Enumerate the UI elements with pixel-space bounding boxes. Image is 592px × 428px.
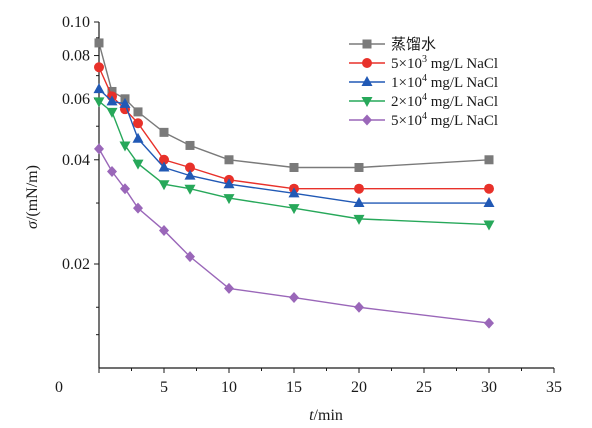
data-point bbox=[185, 162, 195, 173]
series-1 bbox=[94, 38, 494, 172]
data-point bbox=[93, 83, 105, 94]
legend-label: 5×104 mg/L NaCl bbox=[391, 111, 498, 129]
legend-label: 5×103 mg/L NaCl bbox=[391, 54, 498, 72]
data-point bbox=[484, 183, 494, 194]
data-point bbox=[133, 107, 143, 117]
x-tick-label: 20 bbox=[351, 379, 367, 396]
data-point bbox=[93, 97, 105, 108]
data-point bbox=[484, 155, 494, 165]
data-point bbox=[484, 317, 494, 329]
legend-item: 5×103 mg/L NaCl bbox=[349, 54, 498, 72]
data-point bbox=[107, 165, 117, 177]
data-point bbox=[159, 127, 169, 137]
data-point bbox=[159, 224, 169, 236]
x-tick-label: 30 bbox=[481, 379, 497, 396]
data-point bbox=[119, 97, 131, 108]
x-tick-label: 0 bbox=[55, 379, 63, 396]
legend-label: 蒸馏水 bbox=[391, 36, 436, 53]
series-line bbox=[98, 42, 490, 169]
data-point bbox=[133, 118, 143, 129]
legend-item: 2×104 mg/L NaCl bbox=[349, 92, 498, 110]
data-point bbox=[288, 187, 300, 198]
data-point bbox=[94, 38, 104, 48]
data-point bbox=[288, 204, 300, 215]
data-point bbox=[133, 202, 143, 214]
data-point bbox=[184, 184, 196, 195]
y-tick-label: 0.04 bbox=[62, 152, 90, 169]
legend-item: 1×104 mg/L NaCl bbox=[349, 73, 498, 91]
y-tick-label: 0.06 bbox=[62, 91, 90, 108]
data-point bbox=[94, 62, 104, 73]
data-point bbox=[119, 141, 131, 152]
data-point bbox=[224, 155, 234, 165]
data-point bbox=[158, 161, 170, 172]
data-point bbox=[223, 178, 235, 189]
y-axis-label: σ/(mN/m) bbox=[24, 165, 41, 229]
legend-label: 1×104 mg/L NaCl bbox=[391, 73, 498, 91]
data-point bbox=[94, 143, 104, 155]
y-tick-label: 0.08 bbox=[62, 48, 90, 65]
data-point bbox=[184, 169, 196, 180]
x-tick-label: 10 bbox=[221, 379, 237, 396]
legend-marker bbox=[362, 39, 372, 49]
y-tick-label: 0.10 bbox=[62, 14, 90, 31]
series-4 bbox=[93, 97, 495, 231]
data-point bbox=[353, 214, 365, 225]
data-point bbox=[106, 107, 118, 118]
x-tick-label: 25 bbox=[416, 379, 432, 396]
data-point bbox=[354, 183, 364, 194]
data-point bbox=[185, 251, 195, 263]
data-point bbox=[223, 194, 235, 205]
legend-label: 2×104 mg/L NaCl bbox=[391, 92, 498, 110]
x-tick-label: 35 bbox=[546, 379, 562, 396]
series-layer bbox=[93, 38, 495, 329]
x-tick-label: 5 bbox=[160, 379, 168, 396]
data-point bbox=[483, 197, 495, 208]
legend-marker bbox=[361, 76, 373, 86]
data-point bbox=[289, 162, 299, 172]
axes: 0 5 10 15 20 25 30 35 0.02 0.04 0.06 0.08 0.10 bbox=[55, 14, 562, 396]
series-line bbox=[98, 148, 490, 324]
data-point bbox=[159, 154, 169, 165]
data-point bbox=[353, 197, 365, 208]
series-5 bbox=[94, 143, 494, 329]
x-tick-label: 15 bbox=[286, 379, 302, 396]
data-point bbox=[289, 292, 299, 304]
series-line bbox=[98, 88, 489, 204]
data-point bbox=[185, 140, 195, 150]
data-point bbox=[354, 301, 364, 313]
data-point bbox=[120, 183, 130, 195]
data-point bbox=[132, 132, 144, 143]
legend-item: 5×104 mg/L NaCl bbox=[349, 111, 498, 129]
series-3 bbox=[93, 83, 495, 208]
data-point bbox=[354, 162, 364, 172]
data-point bbox=[106, 95, 118, 106]
data-point bbox=[483, 220, 495, 231]
legend-marker bbox=[362, 58, 372, 68]
data-point bbox=[132, 159, 144, 170]
x-axis-label: t/min bbox=[309, 407, 343, 424]
legend-marker bbox=[361, 97, 373, 107]
y-tick-label: 0.02 bbox=[62, 256, 90, 273]
legend-item: 蒸馏水 bbox=[349, 36, 436, 53]
data-point bbox=[158, 180, 170, 191]
data-point bbox=[224, 282, 234, 294]
legend-marker bbox=[362, 114, 372, 126]
series-line bbox=[98, 100, 490, 226]
